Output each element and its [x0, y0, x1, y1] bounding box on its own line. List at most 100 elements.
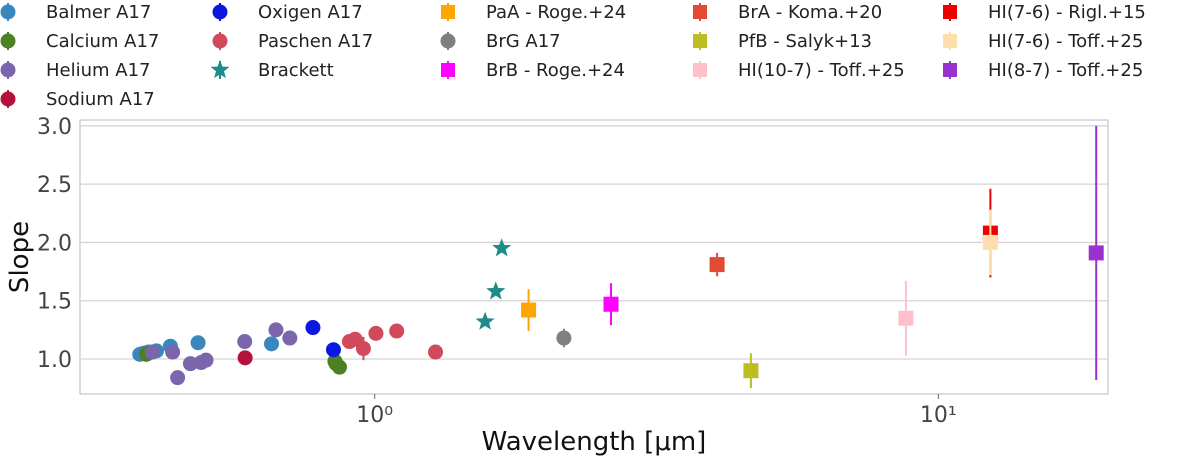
- legend-label: PfB - Salyk+13: [738, 31, 872, 52]
- legend-marker: [210, 60, 230, 79]
- legend-item-bra-koma-20: BrA - Koma.+20: [693, 2, 882, 23]
- series-brb-roge-24: [603, 283, 619, 326]
- data-point: [486, 281, 506, 300]
- series-hi-7-6-toff-25: [982, 209, 998, 276]
- legend-item-pfb-salyk-13: PfB - Salyk+13: [693, 31, 872, 52]
- series-oxigen-a17: [305, 320, 341, 358]
- legend-marker: [693, 5, 707, 19]
- data-point: [603, 296, 619, 312]
- legend-marker: [0, 33, 16, 49]
- legend-label: HI(8-7) - Toff.+25: [988, 60, 1143, 81]
- legend-marker: [212, 4, 228, 20]
- data-point: [355, 341, 371, 357]
- series-paschen-a17: [341, 323, 444, 361]
- legend-item-paa-roge-24: PaA - Roge.+24: [441, 2, 626, 23]
- legend-label: PaA - Roge.+24: [486, 2, 626, 23]
- legend-marker: [441, 5, 455, 19]
- legend-label: HI(7-6) - Toff.+25: [988, 31, 1143, 52]
- data-point: [521, 302, 537, 318]
- series-paa-roge-24: [521, 289, 537, 332]
- legend-label: Oxigen A17: [258, 2, 363, 23]
- data-point: [556, 330, 572, 346]
- series-helium-a17: [144, 322, 298, 386]
- legend-marker: [441, 63, 455, 77]
- legend-marker: [693, 34, 707, 48]
- legend-label: Balmer A17: [46, 2, 151, 23]
- x-tick-label: 10¹: [920, 403, 957, 428]
- data-point: [237, 350, 253, 366]
- legend-item-calcium-a17: Calcium A17: [0, 31, 159, 52]
- y-tick-label: 1.5: [37, 290, 72, 315]
- legend-marker: [212, 33, 228, 49]
- y-axis-ticks: 1.0 1.5 2.0 2.5 3.0: [37, 115, 72, 373]
- data-point: [492, 238, 512, 257]
- data-point: [325, 342, 341, 358]
- y-tick-label: 3.0: [37, 115, 72, 140]
- legend-item-brg-a17: BrG A17: [440, 31, 561, 52]
- x-axis-ticks: 10⁰ 10¹: [356, 394, 957, 428]
- data-point: [165, 344, 181, 360]
- legend-label: BrB - Roge.+24: [486, 60, 625, 81]
- legend-marker: [440, 33, 456, 49]
- series-hi-10-7-toff-25: [898, 280, 914, 356]
- legend: Balmer A17 Calcium A17 Helium A17 Sodium A1…: [0, 2, 1146, 110]
- series-brg-a17: [556, 328, 572, 348]
- legend-item-brackett: Brackett: [210, 60, 334, 81]
- legend-marker: [943, 5, 957, 19]
- legend-marker: [0, 91, 16, 107]
- legend-item-balmer-a17: Balmer A17: [0, 2, 151, 23]
- x-axis-label: Wavelength [μm]: [482, 427, 707, 457]
- data-point: [144, 344, 160, 360]
- data-point: [982, 234, 998, 250]
- data-point: [198, 352, 214, 368]
- data-point: [305, 320, 321, 336]
- legend-label: HI(7-6) - Rigl.+15: [988, 2, 1146, 23]
- x-tick-label: 10⁰: [356, 403, 393, 428]
- series-sodium-a17: [237, 350, 253, 366]
- legend-marker: [943, 34, 957, 48]
- legend-marker: [693, 63, 707, 77]
- legend-item-brb-roge-24: BrB - Roge.+24: [441, 60, 625, 81]
- legend-item-hi-8-7-toff-25: HI(8-7) - Toff.+25: [943, 60, 1143, 81]
- legend-label: Paschen A17: [258, 31, 373, 52]
- data-point: [170, 370, 186, 386]
- series-pfb-salyk-13: [743, 353, 759, 389]
- data-point: [389, 323, 405, 339]
- legend-marker: [943, 63, 957, 77]
- legend-item-helium-a17: Helium A17: [0, 60, 151, 81]
- legend-label: BrG A17: [486, 31, 561, 52]
- data-point: [237, 334, 253, 350]
- y-tick-label: 2.5: [37, 173, 72, 198]
- data-marks: [132, 125, 1104, 389]
- legend-label: Sodium A17: [46, 89, 155, 110]
- legend-label: HI(10-7) - Toff.+25: [738, 60, 905, 81]
- y-tick-label: 1.0: [37, 348, 72, 373]
- legend-marker: [0, 4, 16, 20]
- data-point: [743, 363, 759, 379]
- data-point: [268, 322, 284, 338]
- data-point: [368, 325, 384, 341]
- data-point: [428, 344, 444, 360]
- y-axis-label: Slope: [5, 221, 35, 293]
- plot-area: [79, 119, 1109, 395]
- legend-label: Brackett: [258, 60, 334, 81]
- data-point: [1088, 245, 1104, 261]
- legend-item-hi-10-7-toff-25: HI(10-7) - Toff.+25: [693, 60, 905, 81]
- legend-label: Calcium A17: [46, 31, 159, 52]
- legend-label: Helium A17: [46, 60, 151, 81]
- legend-item-hi-7-6-rigl-15: HI(7-6) - Rigl.+15: [943, 2, 1146, 23]
- legend-item-paschen-a17: Paschen A17: [212, 31, 373, 52]
- series-bra-koma-20: [709, 252, 725, 277]
- data-point: [282, 330, 298, 346]
- grid-lines: [80, 125, 1108, 360]
- data-point: [331, 359, 347, 375]
- legend-item-sodium-a17: Sodium A17: [0, 89, 155, 110]
- legend-item-hi-7-6-toff-25: HI(7-6) - Toff.+25: [943, 31, 1143, 52]
- series-brackett: [475, 238, 512, 330]
- data-point: [264, 336, 280, 352]
- data-point: [190, 335, 206, 351]
- y-tick-label: 2.0: [37, 231, 72, 256]
- series-hi-8-7-toff-25: [1088, 125, 1104, 381]
- data-point: [898, 310, 914, 326]
